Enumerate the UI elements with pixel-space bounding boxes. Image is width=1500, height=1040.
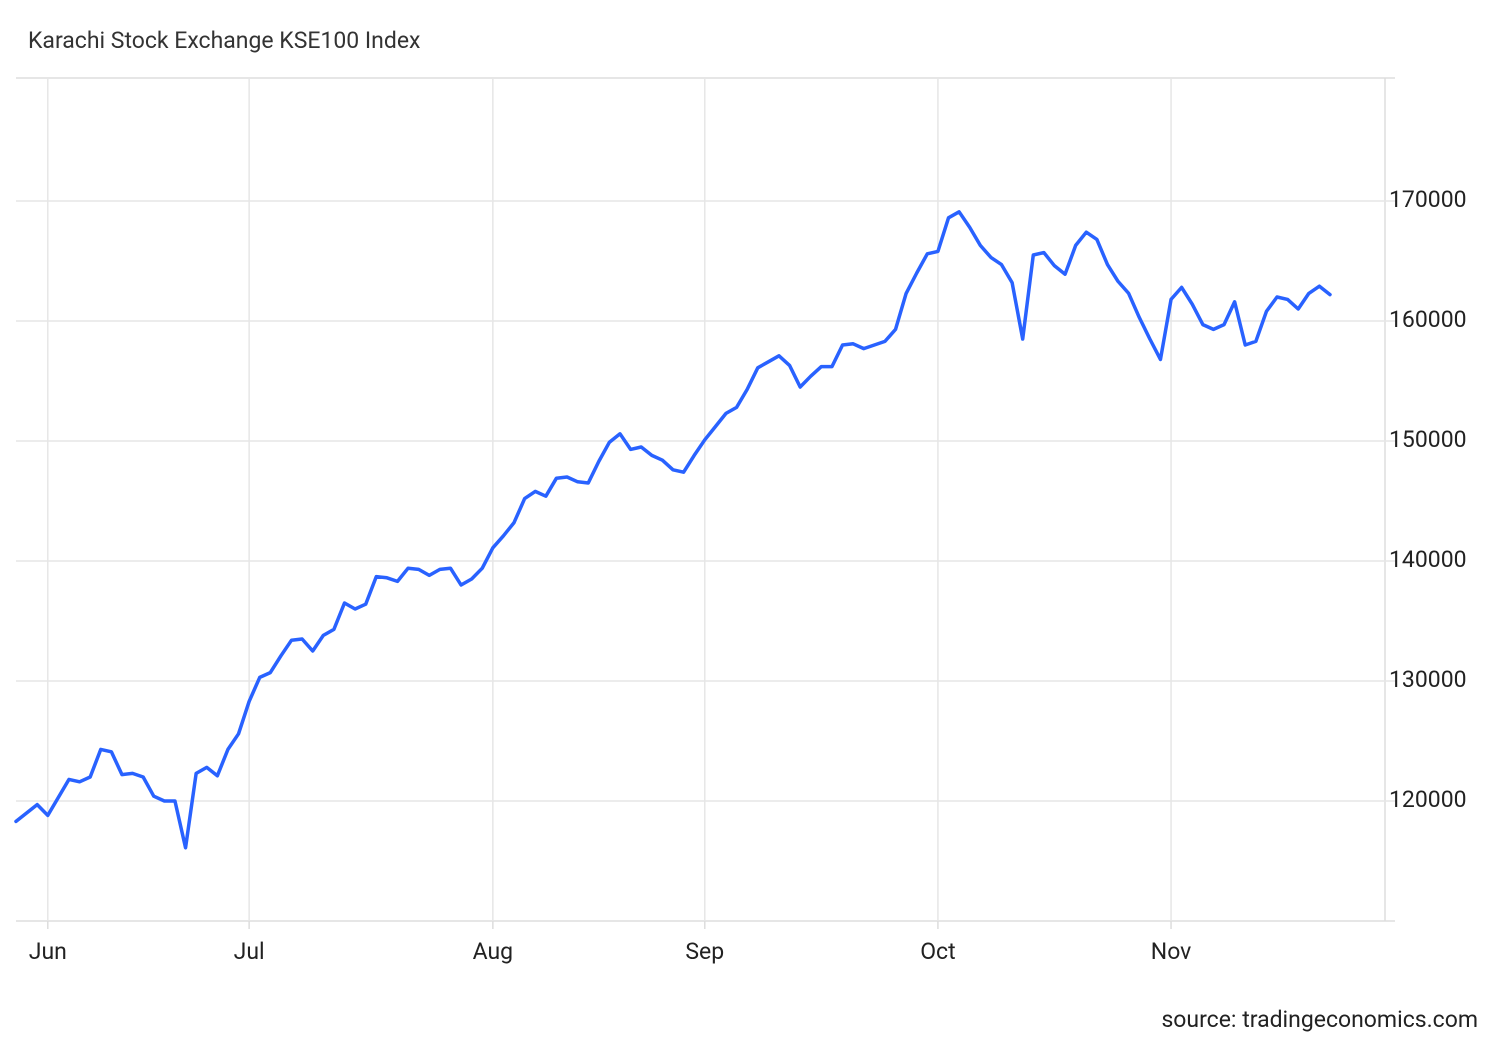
x-tick-label: Jul: [234, 938, 265, 965]
x-tick-label: Sep: [685, 938, 724, 965]
y-tick-label: 170000: [1389, 186, 1467, 213]
x-tick-label: Oct: [920, 938, 955, 965]
chart-title: Karachi Stock Exchange KSE100 Index: [28, 27, 420, 54]
x-tick-label: Nov: [1151, 938, 1192, 965]
y-tick-label: 140000: [1389, 546, 1467, 573]
y-tick-label: 130000: [1389, 666, 1467, 693]
source-note: source: tradingeconomics.com: [1161, 1006, 1478, 1033]
x-tick-label: Aug: [473, 938, 513, 965]
data-line: [14, 210, 1332, 850]
y-tick-label: 150000: [1389, 426, 1467, 453]
x-tick-label: Jun: [29, 938, 67, 965]
y-tick-label: 120000: [1389, 786, 1467, 813]
y-tick-label: 160000: [1389, 306, 1467, 333]
